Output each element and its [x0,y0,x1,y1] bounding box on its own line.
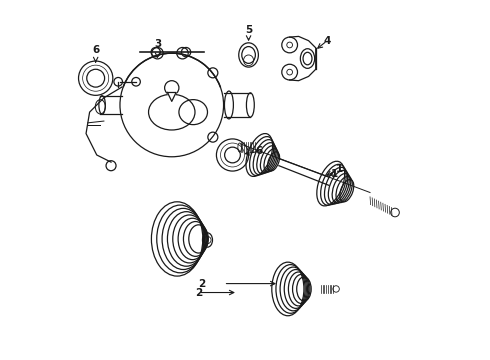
Polygon shape [168,93,176,102]
Text: 6: 6 [92,45,99,55]
Text: 3: 3 [154,39,161,49]
Text: 2: 2 [198,279,206,289]
Text: 6: 6 [256,147,263,157]
Text: 2: 2 [195,288,202,297]
Text: 1: 1 [331,168,338,179]
Text: 5: 5 [245,25,252,35]
Text: 1: 1 [336,163,343,174]
Text: 4: 4 [323,36,331,46]
